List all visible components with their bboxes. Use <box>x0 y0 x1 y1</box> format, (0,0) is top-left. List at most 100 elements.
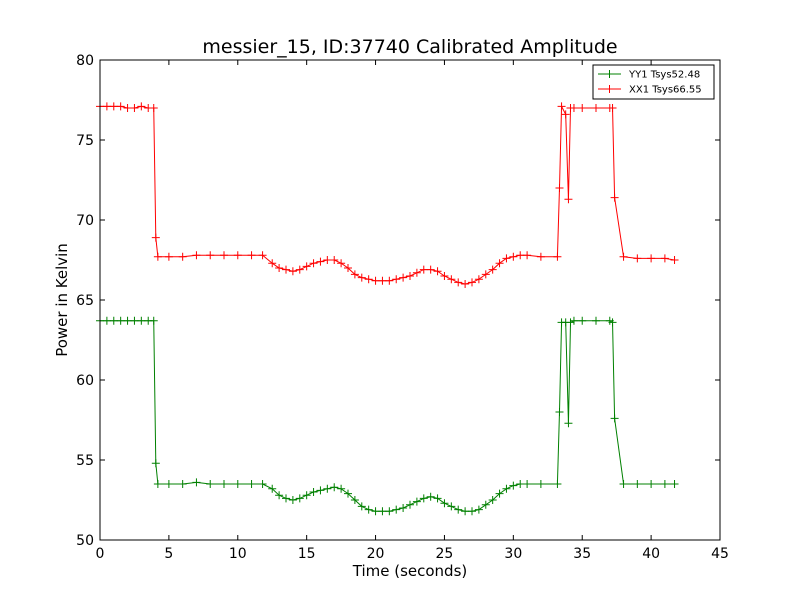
data-point <box>109 102 118 111</box>
data-point <box>610 193 619 202</box>
x-tick-label: 30 <box>504 546 522 562</box>
data-point <box>288 496 297 504</box>
data-point <box>282 494 290 503</box>
data-point <box>288 267 297 276</box>
data-point <box>419 265 428 274</box>
data-point <box>461 507 470 516</box>
data-point <box>153 252 162 261</box>
data-point <box>268 259 277 268</box>
data-point <box>378 507 387 516</box>
data-point <box>330 256 339 264</box>
data-point <box>137 316 146 325</box>
x-tick-label: 0 <box>96 546 105 562</box>
data-point <box>474 505 483 514</box>
data-point <box>130 104 139 112</box>
data-point <box>509 252 518 261</box>
data-point <box>102 102 111 111</box>
data-point <box>426 492 435 501</box>
data-point <box>660 254 669 263</box>
data-point <box>670 480 679 488</box>
data-point <box>440 272 449 280</box>
data-point <box>102 316 111 325</box>
data-point <box>578 104 587 112</box>
data-point <box>178 252 187 261</box>
data-point <box>258 480 267 488</box>
data-point <box>178 480 187 488</box>
data-point <box>633 254 642 263</box>
legend-marker-0 <box>605 70 614 78</box>
data-point <box>357 502 366 511</box>
data-point <box>149 316 158 325</box>
data-point <box>502 254 511 263</box>
data-point <box>660 480 669 488</box>
x-tick-label: 10 <box>229 546 247 562</box>
data-point <box>220 251 228 260</box>
data-point <box>670 256 679 264</box>
x-axis-label: Time (seconds) <box>352 562 468 580</box>
data-point <box>536 252 545 261</box>
data-point <box>447 502 456 511</box>
data-point <box>619 252 628 261</box>
data-point <box>488 496 497 504</box>
data-point <box>268 484 277 493</box>
data-point <box>350 496 359 504</box>
data-point <box>419 494 428 503</box>
data-point <box>564 419 573 428</box>
data-point <box>233 251 242 260</box>
data-point <box>647 254 656 263</box>
data-point <box>502 484 511 493</box>
data-point <box>509 481 518 490</box>
data-point <box>337 484 346 493</box>
data-point <box>569 104 578 112</box>
data-point <box>433 494 442 503</box>
data-point <box>633 480 642 488</box>
data-point <box>569 316 578 325</box>
data-point <box>385 507 394 516</box>
data-point <box>647 480 656 488</box>
data-point <box>516 480 525 488</box>
x-tick-label: 5 <box>164 546 173 562</box>
data-point <box>523 480 532 488</box>
data-point <box>592 104 600 112</box>
data-point <box>561 110 570 119</box>
data-point <box>468 507 476 516</box>
data-point <box>164 480 173 488</box>
data-point <box>123 316 132 325</box>
data-point <box>275 264 284 272</box>
axis-ticks: 0 5 10 15 20 25 30 35 40 45 50 55 60 65 70 75 80 <box>76 53 729 562</box>
legend-marker-1 <box>605 85 614 93</box>
data-point <box>553 480 562 488</box>
x-tick-label: 35 <box>573 546 591 562</box>
data-point <box>495 259 504 268</box>
data-point <box>555 408 564 416</box>
data-point <box>164 252 173 261</box>
data-point <box>323 256 332 264</box>
data-point <box>109 316 118 325</box>
x-tick-label: 45 <box>711 546 729 562</box>
data-point <box>371 276 380 285</box>
data-point <box>364 505 373 514</box>
data-point <box>399 273 408 282</box>
data-point <box>608 318 617 327</box>
data-point <box>447 275 456 284</box>
y-tick-label: 75 <box>76 133 94 149</box>
data-point <box>316 486 325 495</box>
data-point <box>357 273 366 282</box>
data-point <box>461 280 470 288</box>
data-point <box>592 316 600 325</box>
data-point <box>295 265 304 274</box>
data-point <box>557 102 566 111</box>
data-point <box>206 480 215 488</box>
data-point <box>440 499 449 508</box>
data-point <box>344 489 352 498</box>
data-point <box>553 252 562 261</box>
data-point <box>330 483 339 492</box>
data-point <box>323 484 332 493</box>
data-point <box>608 104 617 112</box>
data-point <box>610 414 619 423</box>
data-point <box>220 480 228 488</box>
data-point <box>309 488 318 496</box>
x-tick-label: 20 <box>367 546 385 562</box>
